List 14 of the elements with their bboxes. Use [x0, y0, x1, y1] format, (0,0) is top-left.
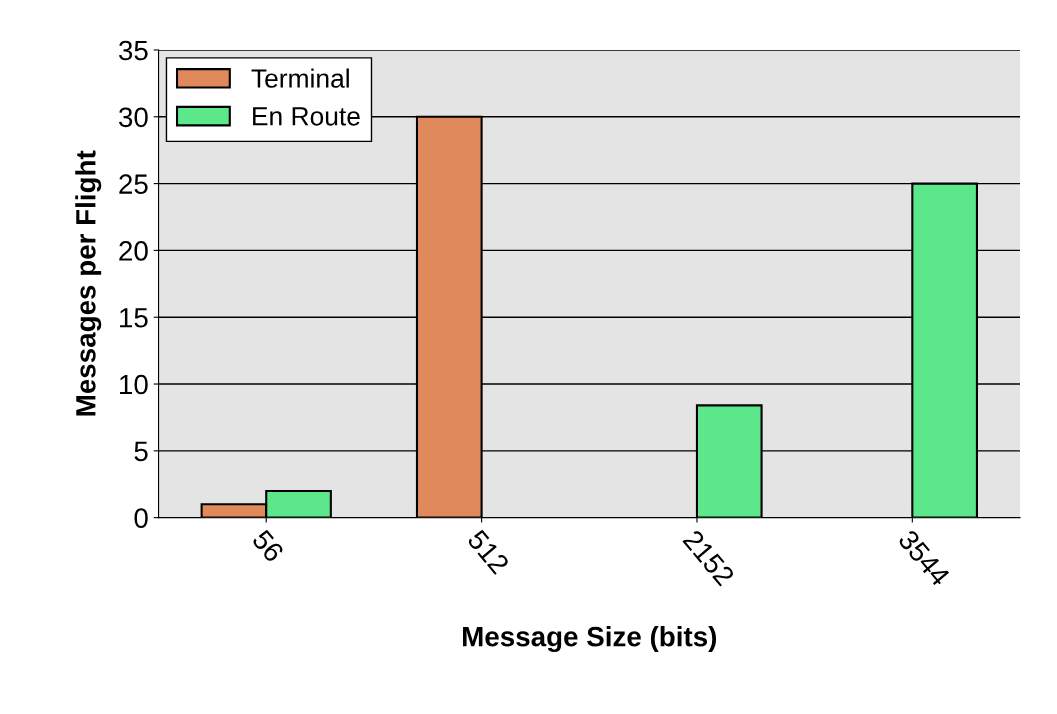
y-axis-title: Messages per Flight — [75, 150, 102, 416]
y-tick-label: 20 — [119, 241, 148, 261]
x-tick-label: 512 — [466, 528, 510, 575]
y-tick-label: 0 — [134, 508, 148, 528]
y-tick-label: 35 — [118, 40, 148, 61]
legend-label: Terminal — [251, 68, 349, 88]
y-tick-label: 30 — [118, 107, 148, 128]
y-tick-label: 5 — [134, 441, 148, 462]
legend-label: En Route — [253, 107, 360, 126]
y-tick-label: 25 — [119, 174, 148, 194]
x-axis-title: Message Size (bits) — [463, 626, 717, 653]
y-tick-label: 10 — [120, 374, 148, 395]
y-tick-label: 15 — [120, 308, 148, 328]
x-tick-label: 56 — [251, 528, 285, 564]
